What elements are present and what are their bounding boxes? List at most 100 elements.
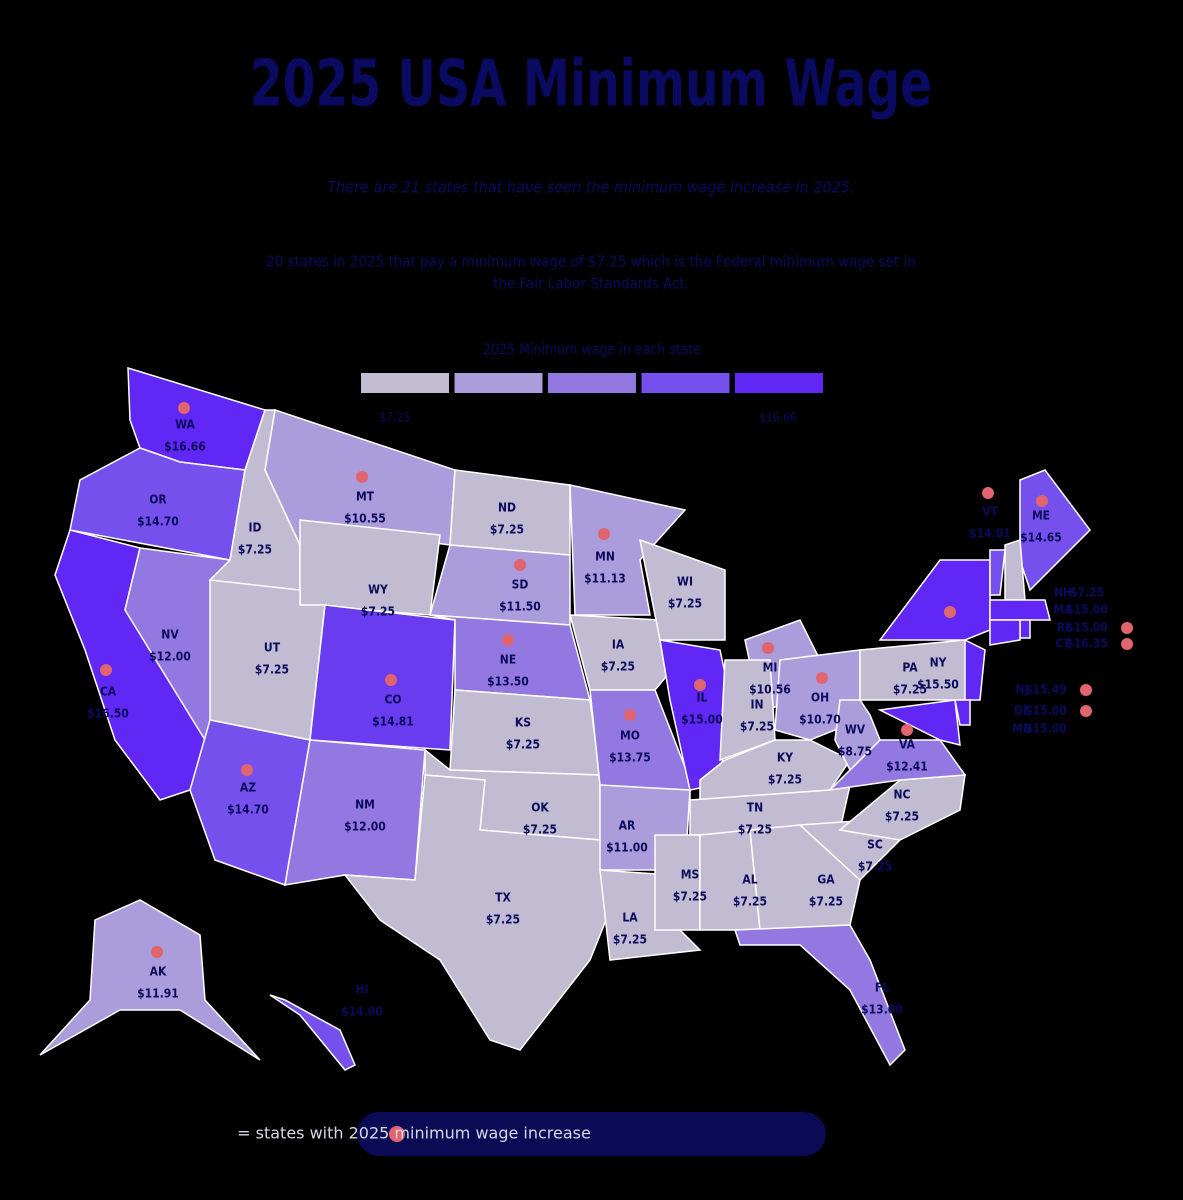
state-wage: $7.25 <box>740 720 774 734</box>
state-wage: $12.00 <box>344 820 386 834</box>
state-wage: $7.25 <box>506 738 540 752</box>
state-shape <box>749 824 861 931</box>
state-wage: $7.25 <box>601 660 635 674</box>
state-shape <box>1019 619 1031 639</box>
state-shape <box>569 484 687 616</box>
state-wage: $11.00 <box>606 841 648 855</box>
state-abbr: IL <box>697 691 708 705</box>
state-wage: $11.91 <box>137 987 179 1001</box>
legend-title: 2025 Minimum wage in each state <box>483 342 701 358</box>
state-wage: $16.66 <box>164 440 206 454</box>
state-shape <box>299 519 441 616</box>
state-abbr: ME <box>1032 509 1050 523</box>
state-wage: $12.41 <box>886 760 928 774</box>
state-wage: $7.25 <box>858 860 892 874</box>
increase-dot <box>816 672 828 684</box>
state-abbr: NH <box>1054 586 1072 600</box>
state-wage: $10.55 <box>344 512 386 526</box>
state-wage: $11.13 <box>584 572 626 586</box>
state-wage: $15.49 <box>1025 683 1067 697</box>
state-abbr: IA <box>612 638 625 652</box>
state-abbr: AL <box>742 873 757 887</box>
state-wage: $7.25 <box>733 895 767 909</box>
state-wage: $7.25 <box>893 683 927 697</box>
state-shape <box>838 774 966 841</box>
increase-dot <box>944 606 956 618</box>
state-shape <box>964 638 986 701</box>
increase-dot <box>1080 684 1092 696</box>
state-wage: $11.50 <box>499 600 541 614</box>
state-labels: WA $16.66 OR $14.70 CA $16.50 NV $12.00 ID $7.25 M… <box>87 402 1133 1019</box>
state-abbr: MO <box>620 729 640 743</box>
state-abbr: RI <box>1057 621 1069 635</box>
increase-dot <box>624 709 636 721</box>
note-line: 20 states in 2025 that pay a minimum wag… <box>266 253 916 271</box>
state-abbr: CT <box>1055 637 1071 651</box>
legend-swatch <box>641 373 730 393</box>
state-abbr: OR <box>149 493 167 507</box>
state-abbr: WI <box>677 575 693 589</box>
legend-swatch <box>735 373 823 393</box>
state-abbr: NV <box>161 628 179 642</box>
state-shape <box>877 699 961 746</box>
state-abbr: KY <box>777 751 793 765</box>
increase-dot <box>982 487 994 499</box>
state-shape <box>878 559 991 641</box>
legend-swatch <box>361 373 449 393</box>
increase-dot <box>514 559 526 571</box>
state-shape <box>733 924 906 1067</box>
state-abbr: TN <box>747 801 763 815</box>
state-abbr: MT <box>356 490 375 504</box>
state-abbr: NC <box>894 788 911 802</box>
state-abbr: ND <box>498 501 516 515</box>
state-wage: $7.25 <box>768 773 802 787</box>
state-shape <box>989 549 1006 596</box>
state-abbr: SC <box>867 838 883 852</box>
state-wage: $7.25 <box>490 523 524 537</box>
state-wage: $10.70 <box>799 713 841 727</box>
state-abbr: KS <box>515 716 531 730</box>
state-wage: $7.25 <box>486 913 520 927</box>
state-shape <box>954 699 971 726</box>
state-wage: $15.00 <box>1066 603 1108 617</box>
state-abbr: FL <box>875 981 889 995</box>
state-wage: $7.25 <box>809 895 843 909</box>
state-wage: $8.75 <box>838 745 872 759</box>
state-wage: $15.50 <box>917 678 959 692</box>
state-wage: $15.00 <box>681 713 723 727</box>
state-abbr: WA <box>175 418 195 432</box>
legend-high: $16.66 <box>759 411 797 425</box>
key-text: = states with 2025 minimum wage increase <box>237 1124 591 1143</box>
state-wage: $14.70 <box>227 803 269 817</box>
state-wage: $13.50 <box>487 675 529 689</box>
state-wage: $7.25 <box>523 823 557 837</box>
state-abbr: UT <box>264 641 281 655</box>
state-wage: $7.25 <box>668 597 702 611</box>
state-shape <box>689 783 851 836</box>
state-wage: $7.25 <box>238 543 272 557</box>
key-dot <box>389 1126 405 1142</box>
legend-swatch <box>548 373 636 393</box>
note-line: the Fair Labor Standards Act. <box>493 275 689 293</box>
increase-dot <box>385 674 397 686</box>
state-abbr: NE <box>500 653 516 667</box>
state-abbr: MA <box>1053 603 1073 617</box>
state-shape <box>284 739 426 886</box>
increase-dot <box>100 664 112 676</box>
state-wage: $15.00 <box>1025 722 1067 736</box>
state-abbr: CA <box>100 685 117 699</box>
increase-dot <box>694 679 706 691</box>
state-abbr: MI <box>763 661 778 675</box>
state-abbr: TX <box>495 891 511 905</box>
state-abbr: AK <box>150 965 167 979</box>
state-abbr: NJ <box>1015 683 1028 697</box>
increase-dot <box>1036 495 1048 507</box>
state-wage: $16.50 <box>87 707 129 721</box>
key-pill <box>357 1112 826 1156</box>
state-shape <box>654 834 701 931</box>
state-wage: $14.00 <box>341 1005 383 1019</box>
state-wage: $15.00 <box>1066 621 1108 635</box>
state-wage: $14.65 <box>1020 531 1062 545</box>
state-wage: $7.25 <box>673 890 707 904</box>
